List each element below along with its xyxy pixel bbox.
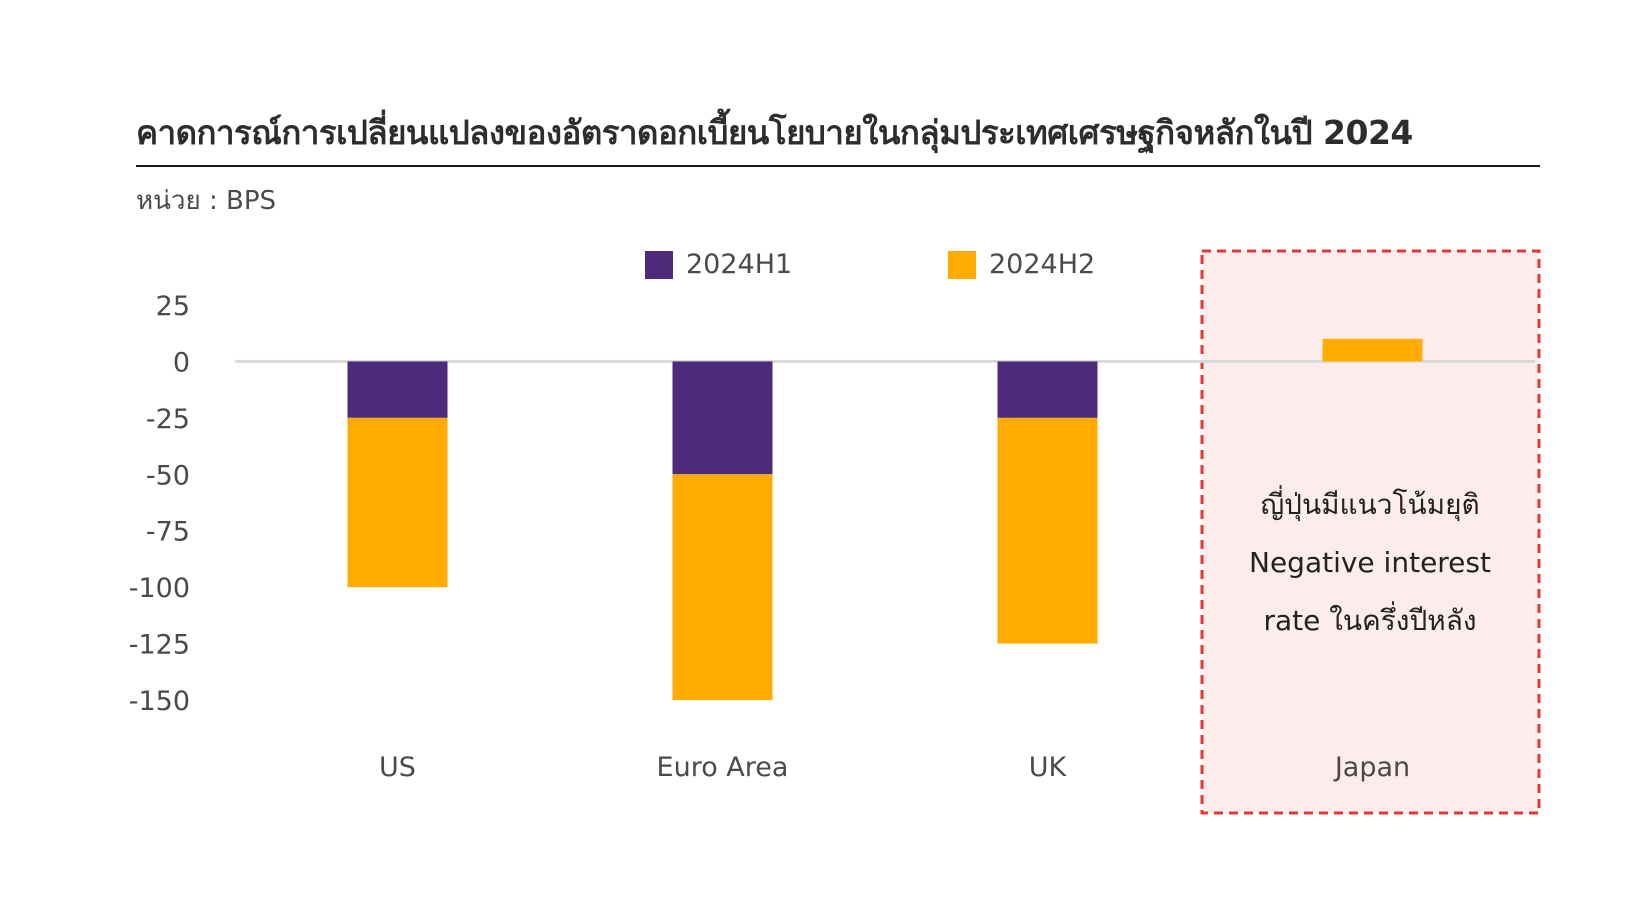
bar-2024H2-us: [347, 417, 448, 588]
bar-2024H2-euro-area: [672, 474, 773, 700]
annotation-line-2: Negative interest: [1249, 546, 1491, 579]
japan-annotation: ญี่ปุ่นมีแนวโน้มยุติ Negative interest r…: [1200, 476, 1540, 650]
unit-label: หน่วย : BPS: [136, 186, 277, 216]
legend-swatch: [645, 251, 673, 279]
y-tick-label: -25: [146, 404, 190, 435]
x-tick-label: Euro Area: [657, 752, 789, 783]
annotation-line-3: rate ในครึ่งปีหลัง: [1263, 604, 1477, 637]
bar-2024H1-us: [347, 361, 448, 418]
bar-2024H1-uk: [997, 361, 1098, 418]
bar-2024H2-uk: [997, 417, 1098, 644]
y-tick-label: -50: [146, 460, 190, 491]
y-tick-label: 0: [173, 347, 190, 378]
y-tick-label: -100: [129, 573, 190, 604]
title-divider: [136, 165, 1540, 167]
legend-label: 2024H1: [686, 249, 792, 280]
y-tick-label: -125: [129, 630, 190, 661]
bar-2024H2-japan: [1322, 338, 1423, 362]
chart-title: คาดการณ์การเปลี่ยนแปลงของอัตราดอกเบี้ยนโ…: [136, 113, 1413, 152]
y-tick-label: -75: [146, 517, 190, 548]
annotation-line-1: ญี่ปุ่นมีแนวโน้มยุติ: [1260, 488, 1480, 521]
highlight-box: [1200, 249, 1541, 815]
x-tick-label: US: [379, 752, 416, 783]
y-tick-label: 25: [156, 291, 190, 322]
bar-2024H1-euro-area: [672, 361, 773, 475]
legend-label: 2024H2: [989, 249, 1095, 280]
x-tick-label: Japan: [1333, 752, 1410, 783]
y-tick-label: -150: [129, 686, 190, 717]
legend-swatch: [948, 251, 976, 279]
x-tick-label: UK: [1029, 752, 1068, 783]
